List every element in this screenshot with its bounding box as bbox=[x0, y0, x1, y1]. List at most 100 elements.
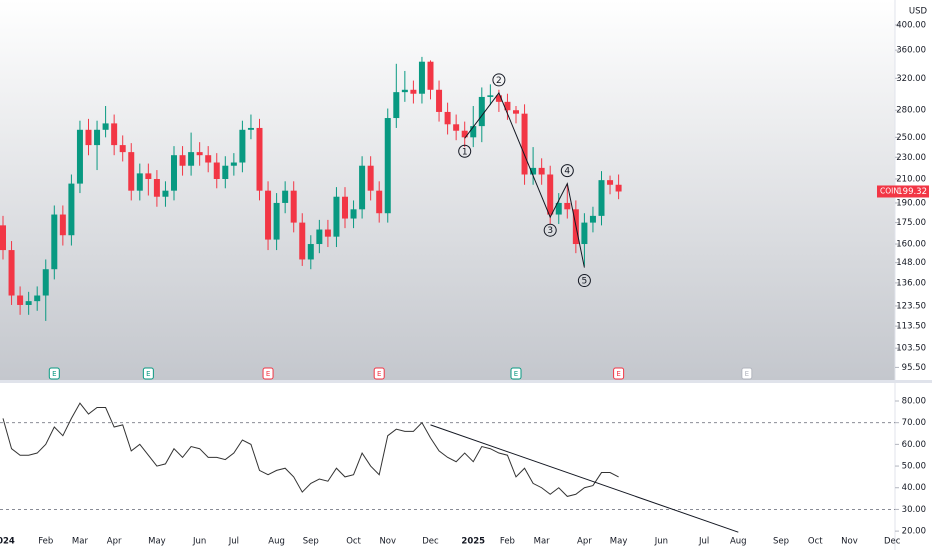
wave-label: 2 bbox=[496, 76, 502, 86]
y-tick-label: 360.00 bbox=[896, 46, 926, 56]
wave-label: 3 bbox=[547, 226, 553, 236]
y-tick-label: 20.00 bbox=[902, 527, 926, 537]
candle-body bbox=[581, 222, 588, 245]
x-tick-label: Mar bbox=[534, 537, 551, 547]
candle-body bbox=[555, 202, 562, 215]
candle-body bbox=[478, 96, 485, 127]
x-tick-label: Dec bbox=[884, 537, 901, 547]
candle-body bbox=[179, 155, 186, 166]
candle-body bbox=[615, 184, 622, 192]
candle-body bbox=[230, 162, 237, 166]
y-tick-label: 40.00 bbox=[902, 483, 926, 493]
y-tick-label: 210.00 bbox=[896, 175, 926, 185]
wave-label: 5 bbox=[582, 277, 588, 287]
x-tick-label: Dec bbox=[422, 537, 439, 547]
x-tick-label: Aug bbox=[730, 537, 747, 547]
candle-body bbox=[34, 295, 41, 302]
candle-body bbox=[25, 301, 32, 305]
candle-body bbox=[42, 269, 49, 296]
candle-body bbox=[282, 190, 289, 203]
y-tick-label: 123.50 bbox=[896, 301, 926, 311]
candle-body bbox=[427, 61, 434, 90]
candle-body bbox=[8, 250, 15, 296]
candle-body bbox=[487, 95, 494, 97]
symbol-label: COIN bbox=[880, 186, 899, 195]
x-tick-label: Jun bbox=[654, 537, 668, 547]
x-tick-label: May bbox=[610, 537, 628, 547]
candle-body bbox=[59, 214, 66, 236]
y-tick-label: 280.00 bbox=[896, 106, 926, 116]
main-pane bbox=[0, 0, 895, 380]
rsi-line bbox=[2, 402, 619, 497]
candle-body bbox=[401, 89, 408, 93]
y-tick-label: 103.50 bbox=[896, 344, 926, 354]
pane-separator bbox=[0, 380, 932, 383]
x-tick-label: Apr bbox=[577, 537, 592, 547]
earnings-badge bbox=[48, 367, 60, 380]
x-tick-label: 2024 bbox=[0, 537, 15, 547]
earnings-badge bbox=[373, 367, 385, 380]
y-tick-label: 30.00 bbox=[902, 505, 926, 515]
wave-label: 4 bbox=[564, 167, 570, 177]
y-tick-label: 60.00 bbox=[902, 440, 926, 450]
y-tick-label: 136.00 bbox=[896, 278, 926, 288]
candle-body bbox=[538, 167, 545, 175]
last-price-label: 199.32 bbox=[897, 187, 927, 197]
earnings-label: E bbox=[514, 370, 518, 378]
candle-body bbox=[0, 225, 6, 251]
candle-body bbox=[367, 165, 374, 191]
candle-body bbox=[504, 101, 511, 111]
x-tick-label: 2025 bbox=[461, 537, 485, 547]
y-tick-label: 160.00 bbox=[896, 240, 926, 250]
wave-line bbox=[464, 91, 585, 268]
x-tick-label: Nov bbox=[379, 537, 396, 547]
x-tick-label: Aug bbox=[268, 537, 285, 547]
earnings-badge bbox=[262, 367, 274, 380]
wave-marker bbox=[458, 144, 472, 158]
candle-body bbox=[273, 202, 280, 240]
y-tick-label: 50.00 bbox=[902, 462, 926, 472]
candle-body bbox=[342, 196, 348, 219]
candle-body bbox=[324, 229, 331, 237]
trend-line bbox=[430, 424, 739, 533]
earnings-label: E bbox=[377, 370, 381, 378]
candle-body bbox=[316, 229, 323, 245]
candle-body bbox=[418, 61, 425, 94]
candle-body bbox=[333, 196, 340, 237]
y-tick-label: 175.00 bbox=[896, 218, 926, 228]
y-tick-label: 250.00 bbox=[896, 133, 926, 143]
x-tick-label: Jun bbox=[192, 537, 206, 547]
candle-body bbox=[410, 89, 417, 94]
candle-body bbox=[607, 180, 614, 185]
y-tick-label: 80.00 bbox=[902, 396, 926, 406]
candle-body bbox=[247, 127, 254, 130]
candle-body bbox=[136, 173, 143, 191]
candle-body bbox=[461, 130, 468, 138]
candle-body bbox=[153, 179, 160, 197]
candle-body bbox=[359, 165, 366, 210]
candle-body bbox=[196, 152, 203, 156]
y-tick-label: 70.00 bbox=[902, 418, 926, 428]
x-tick-label: Nov bbox=[841, 537, 858, 547]
candle-body bbox=[598, 180, 605, 216]
candle-body bbox=[119, 145, 126, 153]
candle-body bbox=[470, 126, 477, 138]
candle-body bbox=[128, 152, 135, 191]
candle-body bbox=[299, 222, 306, 260]
candle-body bbox=[495, 95, 502, 102]
candle-body bbox=[564, 202, 571, 210]
candle-body bbox=[17, 295, 24, 305]
earnings-label: E bbox=[52, 370, 56, 378]
x-tick-label: Feb bbox=[500, 537, 515, 547]
x-tick-label: May bbox=[148, 537, 166, 547]
wave-marker bbox=[560, 164, 574, 178]
candle-body bbox=[171, 155, 177, 191]
earnings-badge bbox=[142, 367, 154, 380]
candle-body bbox=[145, 173, 152, 180]
x-tick-label: Sep bbox=[303, 537, 319, 547]
x-tick-label: Apr bbox=[107, 537, 122, 547]
candle-body bbox=[436, 89, 443, 112]
wave-marker bbox=[492, 73, 506, 87]
candle-body bbox=[265, 190, 272, 240]
